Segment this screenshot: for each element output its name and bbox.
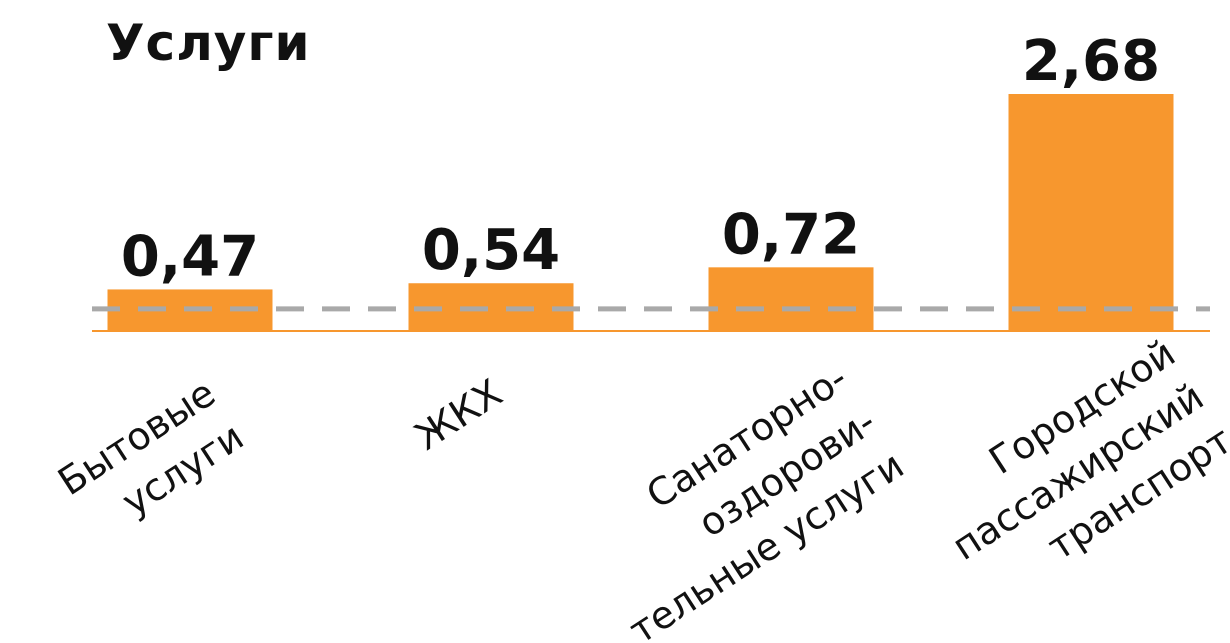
chart-title: Услуги [106, 14, 311, 72]
value-label-2: 0,54 [422, 218, 560, 283]
value-label-3: 0,72 [722, 202, 860, 267]
category-label-2: ЖКХ [407, 371, 510, 459]
bar-3 [708, 267, 874, 331]
category-label-3: Санаторно-оздорови-тельные услуги [621, 356, 911, 643]
bar-4 [1008, 94, 1174, 331]
value-label-4: 2,68 [1022, 29, 1160, 94]
category-label-line: ЖКХ [407, 371, 510, 459]
value-label-1: 0,47 [121, 224, 259, 289]
